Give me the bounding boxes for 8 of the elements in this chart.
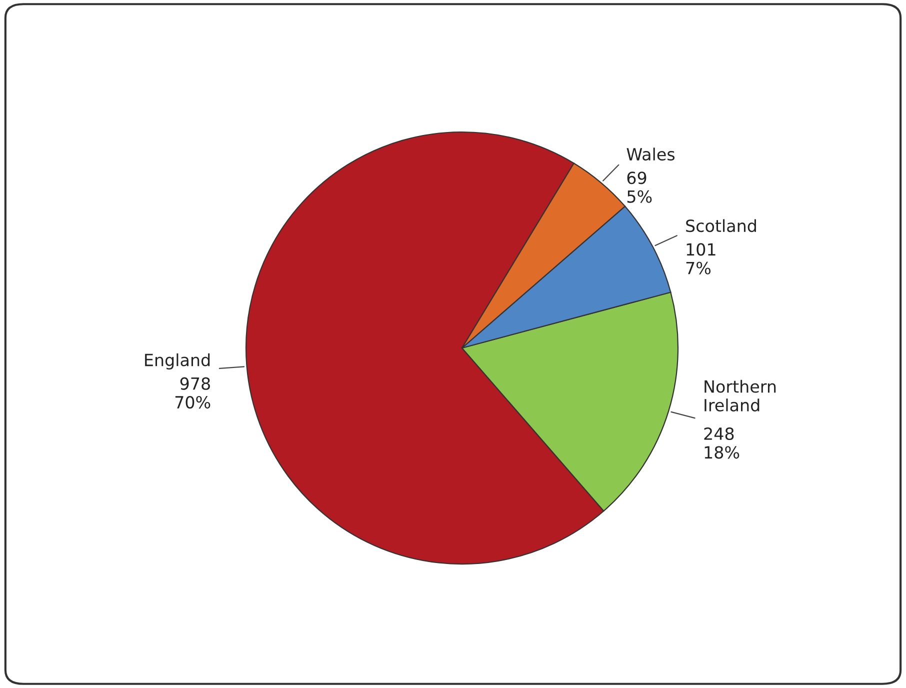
slice-label: Wales [626, 148, 675, 161]
data-label: 101 7% [686, 243, 716, 274]
data-label: 248 18% [704, 427, 740, 459]
slice-label: England [145, 353, 210, 370]
data-label: 978 70% [175, 377, 210, 409]
slice-label: Scotland [686, 219, 756, 232]
data-label: 69 5% [627, 172, 652, 203]
slice-label: Northern Ireland [704, 380, 776, 412]
